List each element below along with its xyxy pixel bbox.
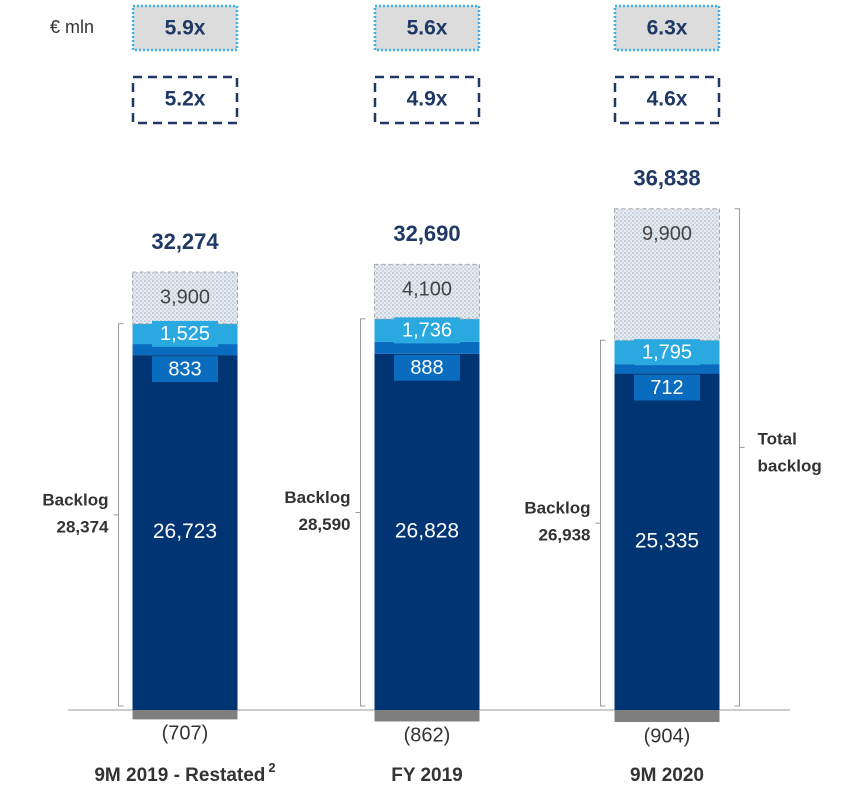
total-label: 32,274 <box>151 229 219 254</box>
value-label: 712 <box>650 377 683 399</box>
label-box <box>394 317 460 344</box>
bar-segment <box>374 341 480 354</box>
x-tick-label: 9M 2019 - Restated 2 <box>94 760 275 786</box>
multiple-bottom: 4.6x <box>647 88 688 111</box>
backlog-label: Backlog <box>524 499 590 518</box>
hatched-segment <box>374 263 480 320</box>
multiple-bottom: 5.2x <box>165 88 206 111</box>
value-label: (862) <box>404 725 451 747</box>
bar-segment <box>374 353 480 710</box>
multiple-box <box>373 4 481 52</box>
backlog-bracket <box>113 323 124 707</box>
backlog-value: 26,938 <box>539 526 591 545</box>
bar-segment <box>132 710 238 720</box>
label-box <box>152 356 218 383</box>
backlog-bracket <box>355 318 366 707</box>
x-tick-label: FY 2019 <box>391 765 462 786</box>
unit-label: € mln <box>50 17 94 37</box>
label-box <box>634 374 700 401</box>
multiple-box <box>613 75 721 125</box>
backlog-bracket <box>595 339 606 707</box>
label-box <box>394 354 460 381</box>
value-label: 833 <box>168 358 201 380</box>
value-label: 888 <box>410 357 443 379</box>
value-label: 3,900 <box>160 286 210 308</box>
bar-segment <box>132 355 238 710</box>
multiple-box <box>131 75 239 125</box>
value-label: 9,900 <box>642 223 692 245</box>
hatched-segment <box>614 208 720 341</box>
label-box <box>152 320 218 347</box>
value-label: 25,335 <box>635 529 699 552</box>
bar-segment <box>614 364 720 374</box>
multiple-top: 5.6x <box>407 17 448 40</box>
backlog-value: 28,590 <box>299 515 351 534</box>
multiple-top: 5.9x <box>165 17 206 40</box>
bar-segment <box>374 710 480 722</box>
total-label: 32,690 <box>393 221 460 246</box>
value-label: 1,525 <box>160 323 210 345</box>
backlog-label: Backlog <box>42 490 108 509</box>
value-label: 1,736 <box>402 320 452 342</box>
total-label: 36,838 <box>633 166 700 191</box>
x-tick-label: 9M 2020 <box>630 765 704 786</box>
hatched-segment <box>132 271 238 325</box>
category-name: FY 2019 <box>391 765 462 786</box>
category-name: 9M 2020 <box>630 765 704 786</box>
bar-segment <box>614 373 720 710</box>
value-label: 26,723 <box>153 520 217 543</box>
multiple-top: 6.3x <box>647 17 688 40</box>
total-backlog-label: Total <box>758 429 797 448</box>
multiple-box <box>373 75 481 125</box>
multiple-bottom: 4.9x <box>407 88 448 111</box>
bar-segment <box>132 344 238 356</box>
total-backlog-bracket <box>734 208 745 707</box>
multiple-box <box>131 4 239 52</box>
value-label: 4,100 <box>402 279 452 301</box>
multiple-box <box>613 4 721 52</box>
value-label: 26,828 <box>395 519 459 542</box>
value-label: (707) <box>162 723 209 745</box>
value-label: 1,795 <box>642 341 692 363</box>
backlog-value: 28,374 <box>57 517 110 536</box>
total-backlog-label: backlog <box>758 456 822 475</box>
category-superscript: 2 <box>268 760 275 775</box>
label-box <box>634 339 700 366</box>
backlog-label: Backlog <box>284 488 350 507</box>
value-label: (904) <box>644 725 691 747</box>
category-name: 9M 2019 - Restated <box>94 765 265 786</box>
bar-segment <box>614 710 720 723</box>
